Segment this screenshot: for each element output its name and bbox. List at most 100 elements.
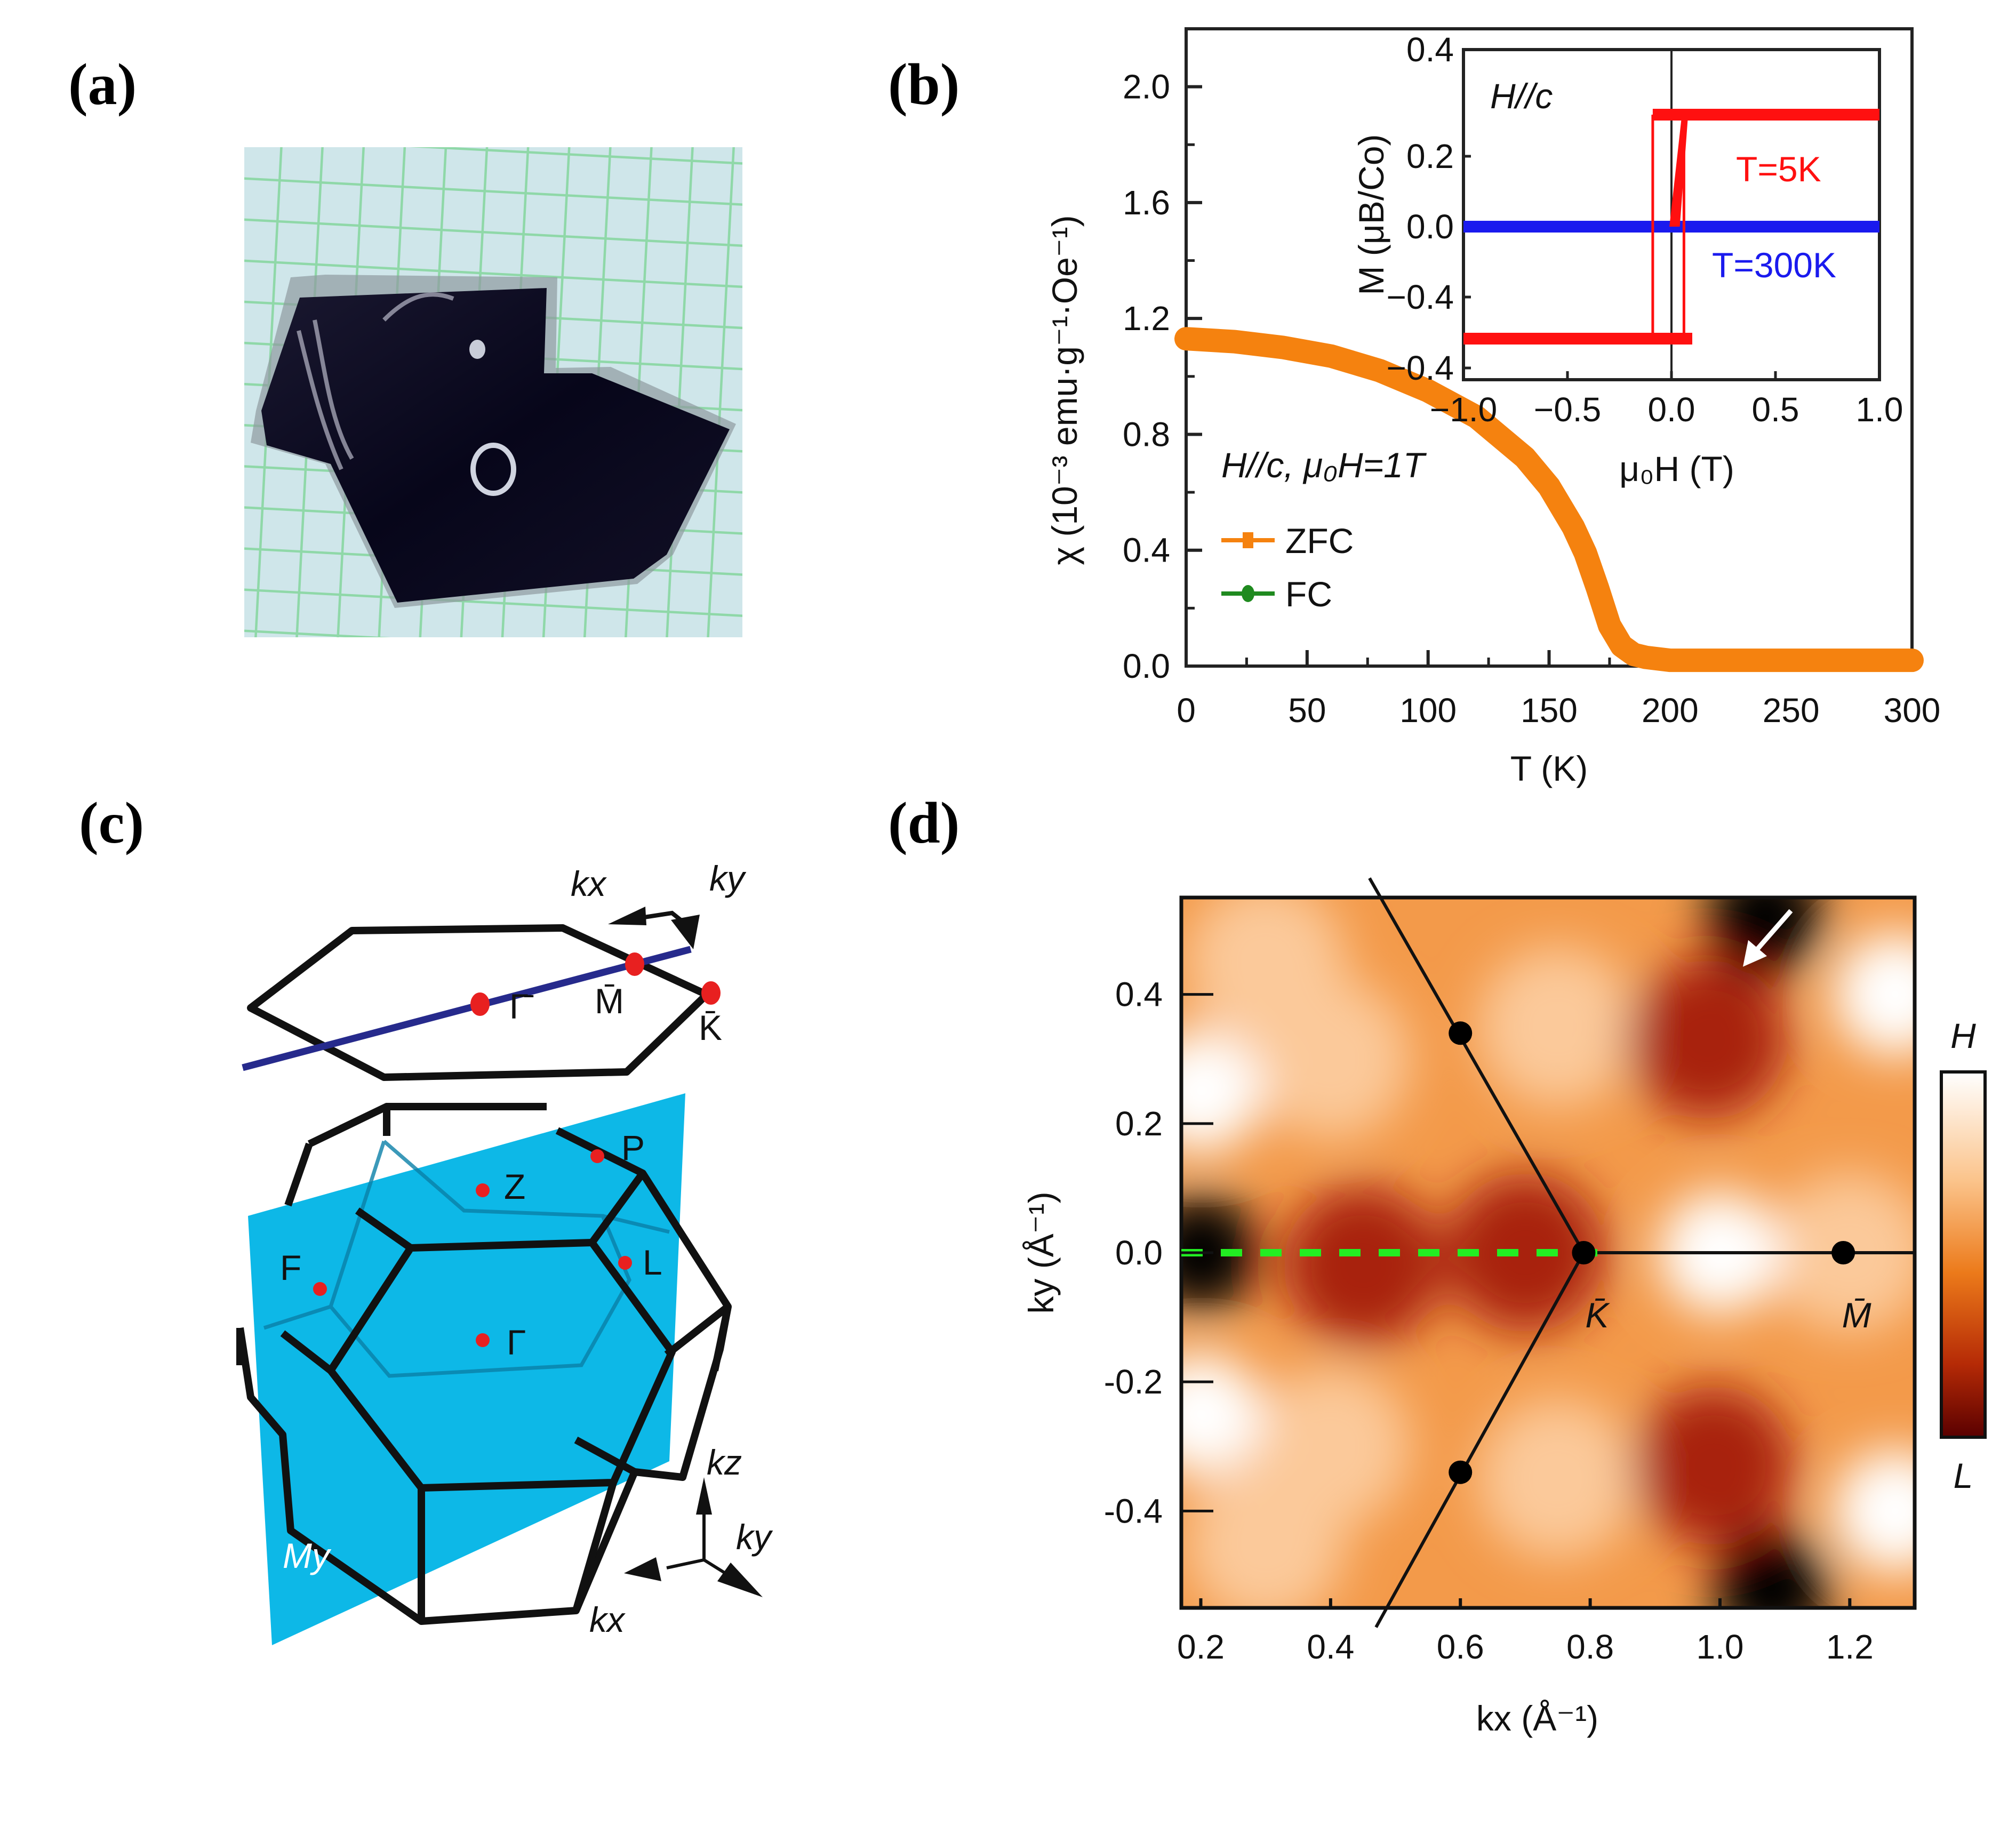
p-point [590, 1149, 604, 1163]
y-tick-label-b: 1.6 [1123, 183, 1170, 222]
high-symmetry-marker [1572, 1241, 1596, 1264]
y-tick-label-b: 1.2 [1123, 299, 1170, 338]
x-tick-label-b: 100 [1399, 691, 1457, 730]
legend-marker-square-icon [1243, 532, 1253, 548]
high-symmetry-marker [1449, 1460, 1473, 1484]
x-tick-label-d: 0.8 [1566, 1628, 1614, 1666]
f-point [313, 1282, 327, 1296]
colorbar-top-label: H [1950, 1016, 1976, 1055]
high-symmetry-marker [1449, 1021, 1473, 1045]
y-tick-label-d: 0.0 [1115, 1234, 1163, 1272]
label-ky-bottom: ky [736, 1517, 773, 1557]
heatmap-dark-spot [1181, 1194, 1260, 1311]
panel-label-c: (c) [79, 790, 145, 855]
label-z: Z [504, 1167, 525, 1206]
inset-y-tick-label: 0.4 [1406, 30, 1454, 69]
label-kx-top: kx [571, 864, 607, 903]
gamma-point [476, 1333, 490, 1347]
inset-annotation: H//c [1490, 76, 1553, 116]
heatmap-light-region [1186, 898, 1346, 1043]
x-tick-label-b: 150 [1521, 691, 1578, 730]
point-label: M̄ [1842, 1295, 1871, 1335]
colorbar-bottom-label: L [1954, 1456, 1973, 1495]
x-tick-label-d: 0.6 [1437, 1628, 1484, 1666]
inset-x-tick-label: −1.0 [1430, 390, 1497, 429]
x-axis-label-d: kx (Å⁻¹) [1476, 1699, 1598, 1738]
y-tick-label-b: 0.0 [1123, 647, 1170, 685]
y-tick-label-b: 2.0 [1123, 68, 1170, 106]
ky-arrow-head-icon [671, 915, 700, 949]
label-kx-bottom: kx [589, 1600, 626, 1639]
legend-title-b: H//c, μ₀H=1T [1221, 445, 1427, 485]
y-tick-label-d: -0.2 [1104, 1363, 1163, 1401]
l-point [618, 1256, 632, 1270]
legend-label-fc: FC [1285, 574, 1332, 614]
ky-axis [703, 1558, 726, 1575]
label-mirror-plane: My [283, 1536, 332, 1575]
arrow-head-icon [1742, 940, 1767, 967]
label-gamma: Γ [507, 1323, 526, 1362]
k-bar-point [701, 981, 721, 1005]
heatmap-dark-spot [1707, 898, 1825, 976]
inset-y-axis-label: M (μB/Co) [1351, 134, 1391, 295]
z-point [476, 1183, 490, 1197]
inset-x-axis-label: μ₀H (T) [1619, 449, 1734, 488]
heatmap-dark-spot [1713, 1529, 1831, 1608]
high-symmetry-marker [1831, 1241, 1855, 1264]
inset-x-tick-label: −0.5 [1534, 390, 1601, 429]
heatmap-bright-spot [1834, 933, 1915, 1056]
y-tick-label-b: 0.4 [1123, 531, 1170, 570]
label-k-bar: K̄ [699, 1008, 722, 1047]
label-p: P [621, 1128, 645, 1167]
heatmap-light-region [1477, 947, 1638, 1107]
label-m-bar: M̄ [595, 981, 624, 1021]
heatmap-dark-spot [1445, 1173, 1605, 1333]
x-tick-label-d: 0.4 [1307, 1628, 1354, 1666]
arrow-shaft [1751, 909, 1793, 955]
kx-axis [666, 1558, 705, 1569]
inset-label-5k: T=5K [1736, 149, 1821, 189]
inset-y-tick-label: 0.0 [1406, 207, 1454, 246]
heatmap-features [1181, 898, 1915, 1608]
series-5k-switch [1669, 115, 1689, 227]
legend-label-zfc: ZFC [1285, 521, 1354, 560]
x-tick-label-d: 1.0 [1696, 1628, 1743, 1666]
x-axis-label-b: T (K) [1510, 749, 1588, 788]
inset-label-300k: T=300K [1712, 245, 1836, 285]
inset-y-tick-label: 0.2 [1406, 137, 1454, 175]
bz-boundary-line [1374, 1252, 1586, 1628]
kz-arrow-head-icon [696, 1477, 712, 1515]
inset-x-tick-label: 1.0 [1856, 390, 1903, 429]
heatmap-dark-spot [1283, 1186, 1443, 1346]
y-tick-label-d: 0.2 [1115, 1104, 1163, 1143]
bulk-bz-edges [236, 1103, 732, 1625]
label-f: F [280, 1248, 301, 1287]
inset-y-tick-label: −0.4 [1387, 278, 1454, 316]
y-tick-label-b: 0.8 [1123, 415, 1170, 453]
label-l: L [643, 1243, 662, 1282]
inset-y-tick-label: −0.4 [1387, 349, 1454, 387]
label-ky-top: ky [709, 859, 747, 898]
ky-arrow-head-icon [717, 1563, 763, 1597]
panel-label-b: (b) [888, 52, 960, 117]
panel-label-d: (d) [888, 790, 960, 855]
x-tick-label-b: 0 [1177, 691, 1196, 730]
panel-label-a: (a) [68, 52, 137, 117]
y-tick-label-d: 0.4 [1115, 975, 1163, 1014]
heatmap-dark-spot [1633, 1385, 1794, 1546]
heatmap-light-region [1477, 1398, 1638, 1559]
x-tick-label-b: 250 [1763, 691, 1820, 730]
x-tick-label-d: 1.2 [1826, 1628, 1874, 1666]
label-kz: kz [707, 1443, 742, 1482]
y-tick-label-d: -0.4 [1104, 1492, 1163, 1530]
x-tick-label-b: 300 [1884, 691, 1941, 730]
x-tick-label-d: 0.2 [1177, 1628, 1225, 1666]
kx-arrow-head-icon [608, 907, 646, 925]
heatmap-dark-spot [1627, 959, 1787, 1120]
point-label: K̄ [1585, 1295, 1610, 1335]
m-bar-point [625, 952, 644, 976]
inset-x-tick-label: 0.5 [1752, 390, 1799, 429]
kx-arrow-head-icon [624, 1557, 661, 1581]
